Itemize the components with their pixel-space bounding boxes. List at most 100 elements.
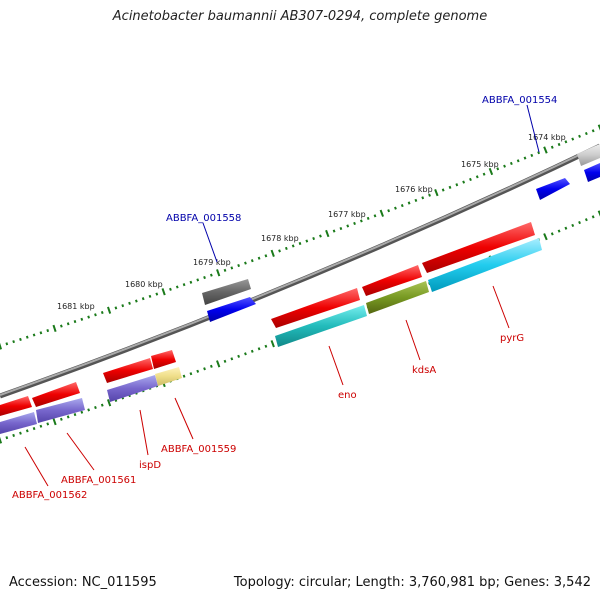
minor-tick xyxy=(203,275,206,280)
minor-tick xyxy=(32,427,36,431)
gene-label[interactable]: ABBFA_001562 xyxy=(12,490,87,501)
minor-tick xyxy=(414,198,418,202)
minor-tick xyxy=(80,317,84,321)
minor-tick xyxy=(298,241,302,246)
minor-tick xyxy=(196,278,200,282)
gene-feature[interactable] xyxy=(202,279,251,305)
minor-tick xyxy=(564,140,568,144)
minor-tick xyxy=(503,164,506,168)
minor-tick xyxy=(469,177,472,182)
minor-tick xyxy=(209,273,213,277)
gene-label[interactable]: ABBFA_001554 xyxy=(482,95,557,106)
gene-label[interactable]: ABBFA_001561 xyxy=(61,475,136,486)
gene-feature[interactable] xyxy=(271,288,360,328)
gene-feature[interactable] xyxy=(366,281,429,314)
gene-label[interactable]: ispD xyxy=(139,460,161,471)
gene-feature[interactable] xyxy=(422,222,535,273)
gene-feature[interactable] xyxy=(536,178,570,200)
minor-tick xyxy=(46,422,50,426)
minor-tick xyxy=(441,188,445,192)
minor-tick xyxy=(32,333,36,337)
cog-colored-genes xyxy=(0,238,542,434)
gene-label[interactable]: ABBFA_001558 xyxy=(166,213,241,224)
gene-feature[interactable] xyxy=(155,367,182,386)
minor-tick xyxy=(475,175,479,179)
minor-tick xyxy=(550,145,554,149)
minor-tick xyxy=(312,236,316,241)
gene-feature[interactable] xyxy=(0,396,32,416)
gene-feature[interactable] xyxy=(275,305,367,347)
minor-tick xyxy=(175,285,179,289)
minor-tick xyxy=(250,349,254,353)
gene-feature[interactable] xyxy=(32,382,80,407)
scale-label: 1680 kbp xyxy=(125,280,163,289)
minor-tick xyxy=(19,337,22,341)
minor-tick xyxy=(230,357,234,361)
major-tick xyxy=(543,146,548,154)
gene-feature[interactable] xyxy=(207,297,256,322)
minor-tick xyxy=(516,159,520,163)
accession-text: Accession: NC_011595 xyxy=(9,575,157,590)
minor-tick xyxy=(230,266,234,270)
minor-tick xyxy=(250,259,254,263)
major-tick xyxy=(597,124,600,131)
minor-tick xyxy=(5,436,9,440)
leader-line xyxy=(66,432,95,471)
gene-feature[interactable] xyxy=(36,398,85,423)
minor-tick xyxy=(25,335,29,339)
minor-tick xyxy=(209,364,213,368)
gene-feature[interactable] xyxy=(577,144,600,166)
minor-tick xyxy=(523,156,527,160)
gene-feature[interactable] xyxy=(362,265,422,296)
minor-tick xyxy=(66,322,70,326)
minor-tick xyxy=(305,239,309,243)
minor-tick xyxy=(73,320,77,324)
minor-tick xyxy=(578,220,581,225)
minor-tick xyxy=(237,263,241,268)
minor-tick xyxy=(100,310,104,315)
gene-label[interactable]: kdsA xyxy=(412,365,436,376)
minor-tick xyxy=(25,429,29,433)
minor-tick xyxy=(564,226,568,230)
minor-tick xyxy=(66,415,70,419)
scale-label: 1678 kbp xyxy=(261,234,299,243)
minor-tick xyxy=(400,204,404,208)
minor-tick xyxy=(482,172,486,176)
minor-tick xyxy=(39,424,43,428)
gene-label[interactable]: eno xyxy=(338,390,357,401)
minor-tick xyxy=(571,223,575,227)
gene-feature[interactable] xyxy=(0,412,37,434)
minor-tick xyxy=(373,214,377,218)
minor-tick xyxy=(557,229,561,233)
gene-feature[interactable] xyxy=(107,375,158,402)
minor-tick xyxy=(346,224,350,228)
major-tick xyxy=(597,210,600,217)
scale-label: 1674 kbp xyxy=(528,133,566,142)
minor-tick xyxy=(121,304,125,308)
major-tick xyxy=(0,342,3,350)
major-tick xyxy=(488,167,494,176)
gene-label[interactable]: pyrG xyxy=(500,333,524,344)
major-tick xyxy=(106,399,112,407)
map-title: Acinetobacter baumannii AB307-0294, comp… xyxy=(112,9,488,24)
minor-tick xyxy=(59,417,63,421)
gene-label[interactable]: ABBFA_001559 xyxy=(161,444,236,455)
minor-tick xyxy=(319,234,322,238)
gene-feature[interactable] xyxy=(103,358,153,383)
minor-tick xyxy=(359,219,363,223)
minor-tick xyxy=(264,254,268,258)
leader-line xyxy=(202,222,218,263)
minor-tick xyxy=(550,232,554,236)
minor-tick xyxy=(428,193,431,197)
leader-line xyxy=(405,319,421,361)
gene-feature[interactable] xyxy=(428,238,542,292)
inner-scale-ring xyxy=(0,210,600,444)
minor-tick xyxy=(12,433,15,437)
gene-feature[interactable] xyxy=(151,350,176,369)
major-tick xyxy=(434,188,439,197)
minor-tick xyxy=(237,354,241,358)
gene-feature[interactable] xyxy=(584,163,600,182)
minor-tick xyxy=(291,244,295,248)
minor-tick xyxy=(134,299,138,303)
